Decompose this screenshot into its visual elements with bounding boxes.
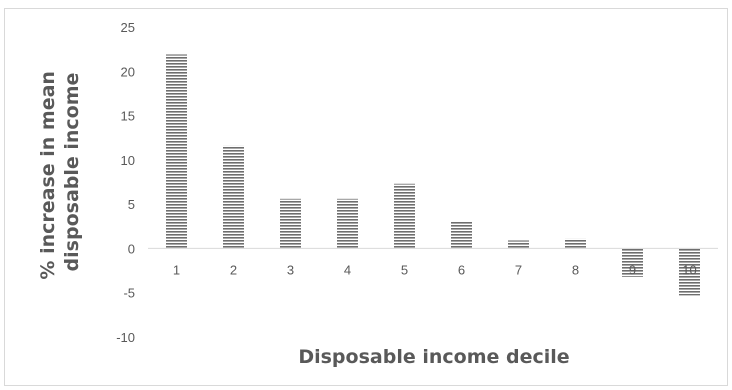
bar-decile-10 bbox=[679, 248, 700, 296]
bar-decile-1 bbox=[166, 54, 187, 249]
x-tick-label: 8 bbox=[572, 262, 579, 277]
y-axis-title-line-2: disposable income bbox=[61, 73, 83, 272]
bar-decile-3 bbox=[280, 198, 301, 249]
y-tick-label: -5 bbox=[123, 286, 135, 301]
bar-decile-2 bbox=[223, 145, 244, 249]
bar-decile-7 bbox=[508, 240, 529, 249]
x-tick-label: 3 bbox=[287, 262, 294, 277]
y-axis-title-line-1: % increase in mean bbox=[37, 71, 59, 280]
y-tick-label: 0 bbox=[128, 241, 135, 256]
x-tick-label: 1 bbox=[173, 262, 180, 277]
y-tick-label: -10 bbox=[116, 330, 135, 345]
y-tick-label: 10 bbox=[121, 153, 135, 168]
bar-decile-6 bbox=[451, 221, 472, 249]
x-tick-label: 9 bbox=[629, 262, 636, 277]
x-tick-label: 2 bbox=[230, 262, 237, 277]
bar-decile-8 bbox=[565, 238, 586, 249]
x-tick-label: 7 bbox=[515, 262, 522, 277]
chart-frame bbox=[4, 8, 728, 386]
y-tick-label: 25 bbox=[121, 20, 135, 35]
y-axis-ticks: 25 20 15 10 5 0 -5 -10 bbox=[116, 20, 135, 345]
x-tick-label: 4 bbox=[344, 262, 351, 277]
x-tick-label: 6 bbox=[458, 262, 465, 277]
x-tick-label: 10 bbox=[682, 262, 696, 277]
y-axis-title: % increase in mean disposable income bbox=[37, 64, 83, 279]
bar-decile-5 bbox=[394, 183, 415, 249]
bar-decile-9 bbox=[622, 248, 643, 277]
x-axis-title: Disposable income decile bbox=[298, 346, 569, 368]
y-tick-label: 20 bbox=[121, 64, 135, 79]
x-axis-ticks: 1 2 3 4 5 6 7 8 9 10 bbox=[173, 262, 697, 277]
bar-decile-4 bbox=[337, 198, 358, 249]
x-tick-label: 5 bbox=[401, 262, 408, 277]
y-tick-label: 15 bbox=[121, 109, 135, 124]
bars bbox=[166, 54, 700, 296]
y-tick-label: 5 bbox=[128, 197, 135, 212]
